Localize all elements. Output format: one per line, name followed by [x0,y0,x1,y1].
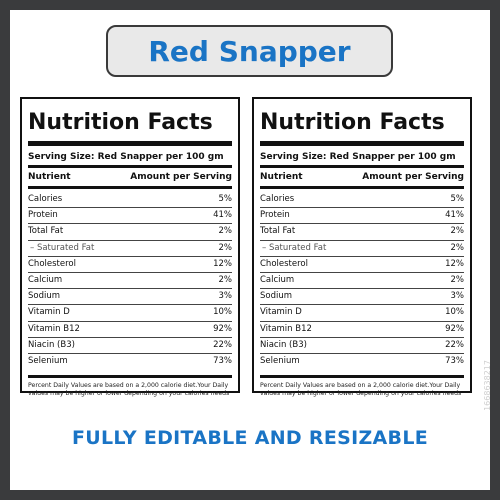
nutrient-value: 12% [213,258,232,269]
nutrient-name: Protein [260,210,290,221]
title-banner: Red Snapper [106,25,393,77]
nutrient-value: 92% [213,323,232,334]
nutrient-row: Cholesterol 12% [260,257,464,273]
nutrient-row: – Saturated Fat 2% [28,241,232,257]
nutrient-row: Vitamin D 10% [260,305,464,322]
nutrition-facts-heading: Nutrition Facts [260,110,445,135]
nutrient-name: – Saturated Fat [262,242,327,253]
nutrient-name: Vitamin B12 [260,323,312,334]
serving-size: Serving Size: Red Snapper per 100 gm [260,152,456,162]
column-header: Nutrient Amount per Serving [260,169,464,186]
nutrient-name: Total Fat [260,226,296,237]
nutrient-value: 12% [445,258,464,269]
nutrient-row: Protein 41% [28,208,232,225]
divider-medium [28,186,232,189]
nutrient-value: 2% [218,274,233,285]
col-amount: Amount per Serving [130,172,232,182]
nutrient-value: 22% [213,339,232,350]
footer-tagline: FULLY EDITABLE AND RESIZABLE [71,427,429,449]
nutrient-name: Cholesterol [28,258,76,269]
nutrient-value: 10% [445,307,464,318]
nutrient-row: Calcium 2% [260,273,465,290]
nutrient-row: Calories 5% [260,192,465,209]
nutrient-row: Vitamin D 10% [28,305,232,322]
nutrient-value: 2% [450,226,465,237]
nutrient-value: 22% [445,339,464,350]
divider-medium [260,165,464,168]
divider-medium [260,186,464,189]
daily-value-footnote: Percent Daily Values are based on a 2,00… [260,375,464,398]
nutrient-name: Vitamin B12 [28,323,80,334]
nutrient-row: Calories 5% [28,192,233,209]
column-header: Nutrient Amount per Serving [28,169,232,186]
nutrient-row: Selenium 73% [28,354,232,369]
nutrient-value: 41% [445,210,464,221]
nutrient-name: Calories [260,194,295,204]
nutrient-row: Niacin (B3) 22% [260,338,464,354]
serving-size: Serving Size: Red Snapper per 100 gm [28,152,224,162]
nutrient-row: Selenium 73% [260,354,464,369]
nutrient-name: Total Fat [28,226,64,237]
col-nutrient: Nutrient [260,172,303,182]
stock-image-id: 1668638217 [483,360,492,411]
nutrient-row: Niacin (B3) 22% [28,338,232,354]
nutrient-name: Calories [28,194,63,204]
nutrition-label-left: Nutrition Facts Serving Size: Red Snappe… [20,97,240,397]
nutrient-value: 3% [450,291,465,302]
nutrient-name: Vitamin D [28,307,70,318]
nutrient-name: Selenium [260,355,300,366]
nutrient-name: Calcium [28,274,63,285]
nutrient-row: Total Fat 2% [260,224,465,241]
nutrition-facts-heading: Nutrition Facts [28,110,213,135]
nutrient-value: 92% [445,323,464,334]
nutrient-name: Selenium [28,355,68,366]
nutrient-row: Cholesterol 12% [28,257,232,273]
nutrient-value: 5% [450,194,465,204]
divider-thick [28,141,232,146]
nutrient-value: 2% [218,226,233,237]
nutrient-value: 73% [213,355,232,366]
nutrient-name: Protein [28,210,58,221]
page-title: Red Snapper [148,34,351,68]
nutrient-value: 2% [450,242,465,253]
divider-medium [28,165,232,168]
nutrient-name: Niacin (B3) [28,339,75,350]
nutrient-row: Total Fat 2% [28,224,233,241]
daily-value-footnote: Percent Daily Values are based on a 2,00… [28,375,232,398]
nutrient-name: Calcium [260,274,295,285]
nutrient-name: Sodium [260,291,293,302]
nutrient-row: Sodium 3% [28,289,233,306]
nutrient-row: – Saturated Fat 2% [260,241,464,257]
nutrient-name: Sodium [28,291,61,302]
nutrition-label-right: Nutrition Facts Serving Size: Red Snappe… [252,97,472,397]
nutrient-value: 73% [445,355,464,366]
nutrient-row: Vitamin B12 92% [28,322,232,338]
nutrient-row: Calcium 2% [28,273,233,290]
divider-thick [260,141,464,146]
nutrient-name: Cholesterol [260,258,308,269]
nutrient-value: 2% [450,274,465,285]
nutrient-name: – Saturated Fat [30,242,95,253]
nutrient-name: Niacin (B3) [260,339,307,350]
nutrient-row: Vitamin B12 92% [260,322,464,338]
nutrient-name: Vitamin D [260,307,302,318]
nutrient-row: Sodium 3% [260,289,465,306]
nutrient-row: Protein 41% [260,208,464,225]
col-nutrient: Nutrient [28,172,71,182]
nutrient-value: 2% [218,242,233,253]
nutrient-value: 3% [218,291,233,302]
nutrient-value: 5% [218,194,233,204]
nutrient-value: 10% [213,307,232,318]
col-amount: Amount per Serving [362,172,464,182]
nutrient-value: 41% [213,210,232,221]
